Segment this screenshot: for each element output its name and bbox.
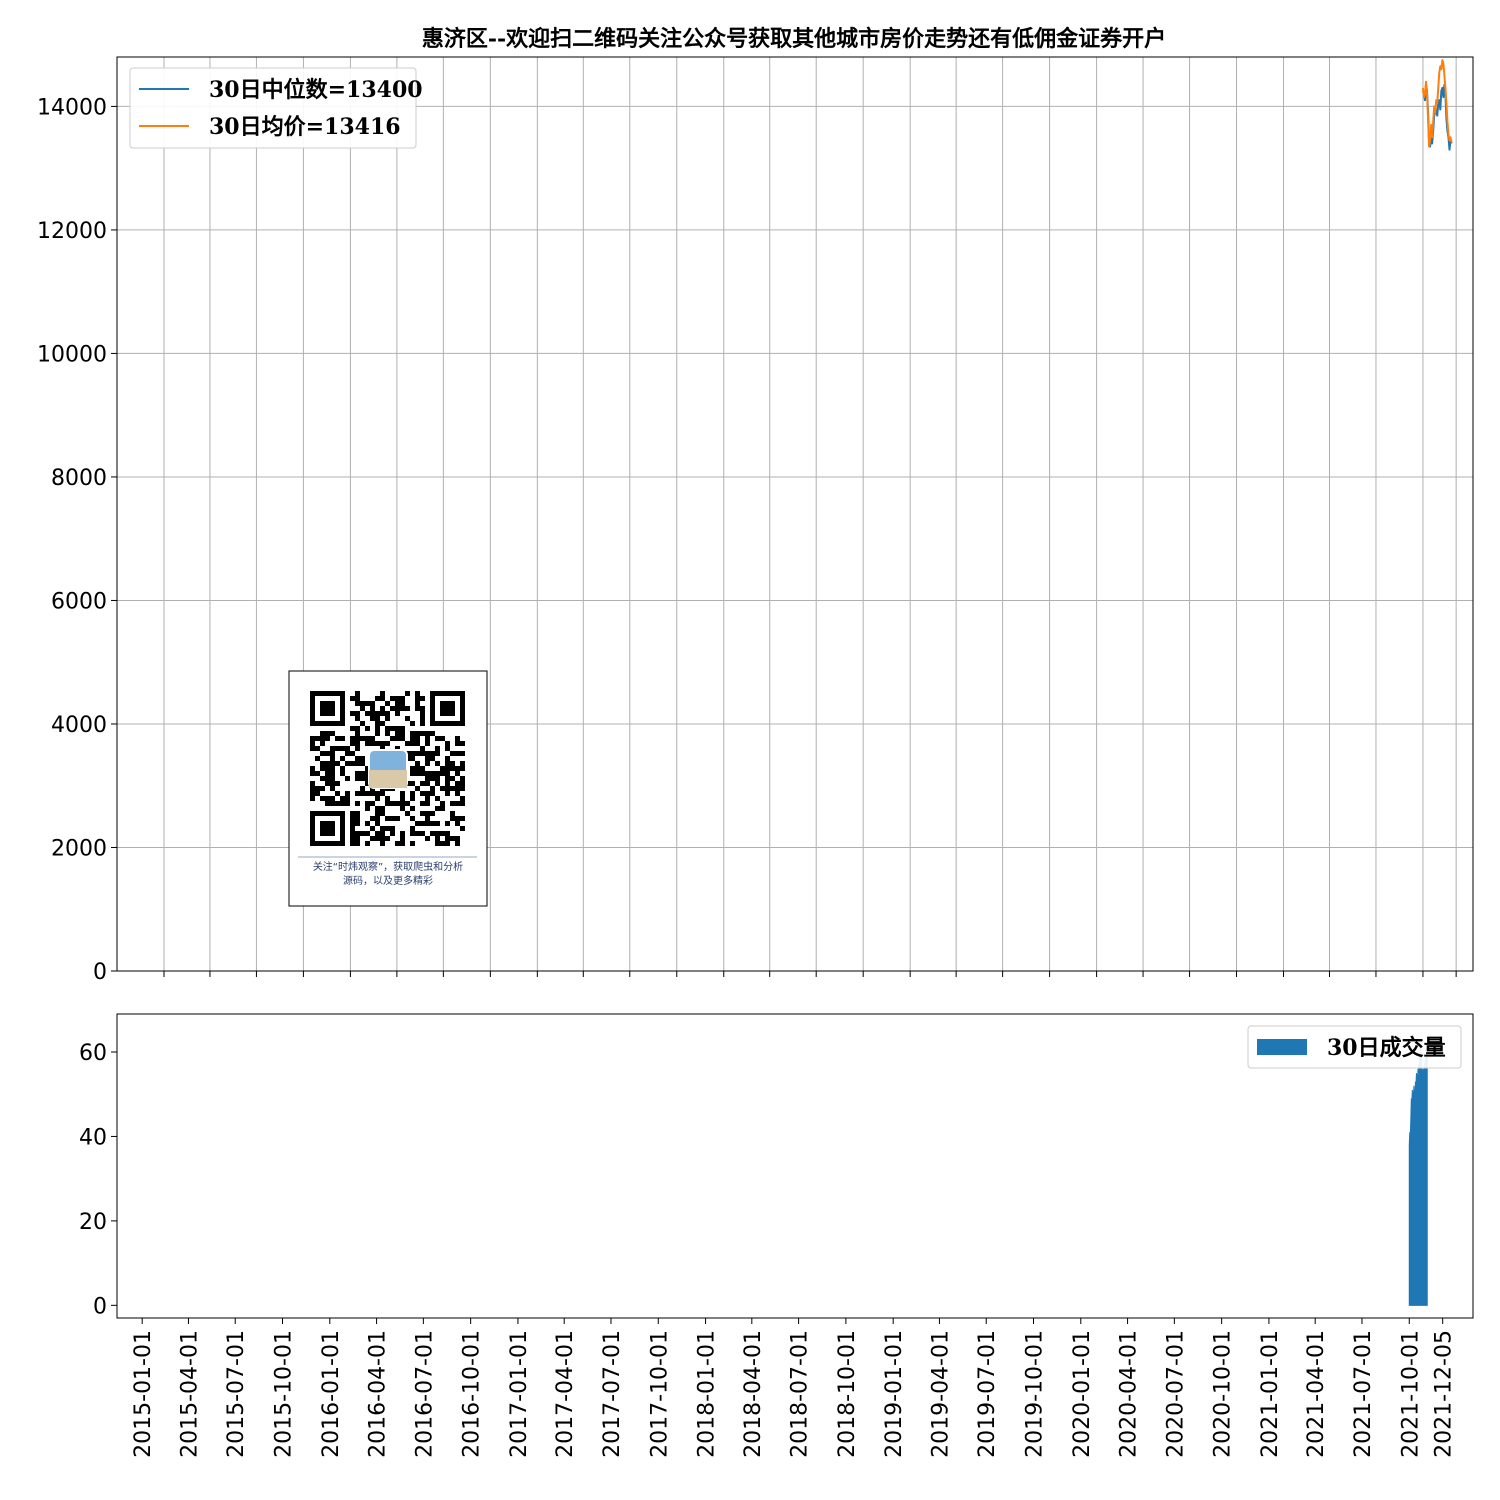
volume-plot-background xyxy=(117,1014,1473,1318)
x-tick-label: 2021-10-01 xyxy=(1398,1330,1423,1458)
x-tick-label: 2020-04-01 xyxy=(1117,1330,1142,1458)
y-tick-label: 20 xyxy=(79,1210,107,1235)
x-tick-label: 2019-07-01 xyxy=(975,1330,1000,1458)
x-tick-label: 2015-07-01 xyxy=(224,1330,249,1458)
chart-title: 惠济区--欢迎扫二维码关注公众号获取其他城市房价走势还有低佣金证券开户 xyxy=(422,26,1166,52)
x-tick-label: 2020-10-01 xyxy=(1211,1330,1236,1458)
qr-code-image: 关注“时炜观察”，获取爬虫和分析 源码，以及更多精彩 xyxy=(288,670,488,907)
price-plot-frame xyxy=(116,56,1474,972)
x-tick-label: 2015-10-01 xyxy=(272,1330,297,1458)
qr-caption-line-2: 源码，以及更多精彩 xyxy=(343,874,433,887)
volume-plot-legend: 30日成交量 xyxy=(1247,1025,1462,1069)
legend-label-median: 30日中位数=13400 xyxy=(209,77,423,103)
x-tick-label: 2019-10-01 xyxy=(1023,1330,1048,1458)
x-tick-label: 2021-07-01 xyxy=(1351,1330,1376,1458)
price-plot-x-ticks xyxy=(163,971,1457,977)
volume-plot-y-axis: 0 20 40 60 xyxy=(79,1041,117,1319)
y-tick-label: 6000 xyxy=(51,589,107,614)
x-tick-label: 2016-10-01 xyxy=(460,1330,485,1458)
legend-label-average: 30日均价=13416 xyxy=(209,114,401,140)
y-tick-label: 0 xyxy=(93,1294,107,1319)
volume-plot-frame xyxy=(116,1013,1474,1319)
x-tick-label: 2017-04-01 xyxy=(553,1330,578,1458)
series-line-average xyxy=(1421,59,1453,148)
y-tick-label: 40 xyxy=(79,1125,107,1150)
y-tick-label: 4000 xyxy=(51,713,107,738)
x-tick-label: 2017-01-01 xyxy=(507,1330,532,1458)
x-tick-label: 2018-01-01 xyxy=(695,1330,720,1458)
price-plot: 0 2000 4000 6000 8000 10000 12000 14000 关注“时炜观察… xyxy=(37,56,1474,985)
x-tick-label: 2015-04-01 xyxy=(177,1330,202,1458)
x-tick-label: 2020-01-01 xyxy=(1070,1330,1095,1458)
x-tick-label: 2021-12-05 xyxy=(1432,1330,1457,1458)
x-tick-label: 2018-07-01 xyxy=(788,1330,813,1458)
x-tick-label: 2021-04-01 xyxy=(1304,1330,1329,1458)
price-plot-series xyxy=(1421,59,1453,151)
y-tick-label: 60 xyxy=(79,1041,107,1066)
y-tick-label: 2000 xyxy=(51,836,107,861)
y-tick-label: 14000 xyxy=(37,95,107,120)
legend-swatch-volume xyxy=(1257,1039,1307,1055)
x-tick-label: 2019-01-01 xyxy=(882,1330,907,1458)
x-tick-label: 2017-07-01 xyxy=(600,1330,625,1458)
y-tick-label: 0 xyxy=(93,960,107,985)
x-tick-label: 2016-01-01 xyxy=(319,1330,344,1458)
x-tick-label: 2018-10-01 xyxy=(835,1330,860,1458)
price-plot-legend: 30日中位数=13400 30日均价=13416 xyxy=(129,67,423,149)
y-tick-label: 12000 xyxy=(37,219,107,244)
x-tick-label: 2018-04-01 xyxy=(741,1330,766,1458)
x-tick-label: 2021-01-01 xyxy=(1258,1330,1283,1458)
x-tick-label: 2016-07-01 xyxy=(412,1330,437,1458)
x-tick-label: 2017-10-01 xyxy=(647,1330,672,1458)
x-tick-label: 2020-07-01 xyxy=(1163,1330,1188,1458)
legend-label-volume: 30日成交量 xyxy=(1327,1035,1446,1061)
price-plot-y-axis: 0 2000 4000 6000 8000 10000 12000 14000 xyxy=(37,95,117,985)
price-plot-grid xyxy=(117,57,1473,972)
y-tick-label: 10000 xyxy=(37,342,107,367)
x-tick-label: 2015-01-01 xyxy=(131,1330,156,1458)
qr-caption-line-1: 关注“时炜观察”，获取爬虫和分析 xyxy=(313,860,463,873)
x-tick-label: 2019-04-01 xyxy=(928,1330,953,1458)
y-tick-label: 8000 xyxy=(51,466,107,491)
x-tick-label: 2016-04-01 xyxy=(366,1330,391,1458)
volume-plot-x-axis: 2015-01-01 2015-04-01 2015-07-01 2015-10-01… xyxy=(131,1318,1457,1458)
